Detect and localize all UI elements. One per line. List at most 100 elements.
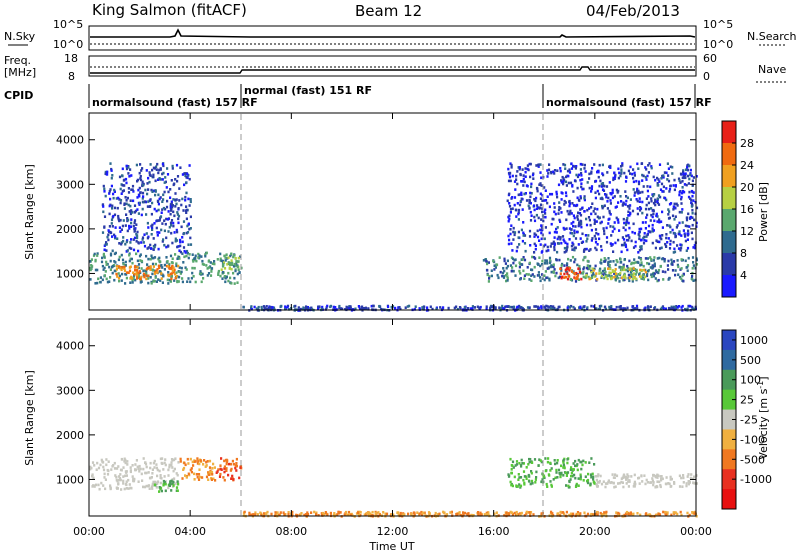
velocity-cell <box>179 460 182 463</box>
power-cell <box>180 266 183 270</box>
velocity-cell <box>503 514 506 517</box>
power-cell <box>669 239 672 243</box>
power-cell <box>510 224 513 227</box>
power-cell <box>154 189 157 192</box>
velocity-cell <box>256 513 259 516</box>
velocity-cell <box>646 481 649 484</box>
velocity-cell <box>287 511 290 514</box>
nave-tick-bottom: 0 <box>703 70 710 83</box>
power-cell <box>233 276 236 280</box>
power-cell <box>188 204 191 207</box>
power-cell <box>110 167 113 171</box>
velocity-cell <box>113 461 116 465</box>
power-cell <box>632 261 635 265</box>
power-cell <box>217 269 220 273</box>
power-colorbar-tick: 8 <box>740 247 747 260</box>
power-cell <box>237 260 240 263</box>
power-cell <box>635 270 638 274</box>
power-cell <box>652 274 656 278</box>
power-cell <box>147 200 150 203</box>
freq-label-line2: [MHz] <box>4 66 36 79</box>
power-cell <box>186 280 189 283</box>
power-cell <box>660 177 663 180</box>
power-cell <box>138 203 141 206</box>
velocity-cell <box>208 470 211 474</box>
power-cell <box>572 243 575 246</box>
power-cell <box>676 224 679 227</box>
power-cell <box>553 230 556 234</box>
power-cell <box>101 264 104 268</box>
power-cell <box>138 194 141 198</box>
power-cell <box>124 242 127 246</box>
velocity-cell <box>659 475 662 478</box>
power-cell <box>103 248 106 252</box>
power-cell <box>692 264 695 267</box>
velocity-cell <box>147 471 150 474</box>
power-cell <box>622 307 625 311</box>
power-cell <box>671 261 674 264</box>
power-cell <box>140 213 143 217</box>
velocity-cell <box>170 461 173 464</box>
power-cell <box>220 268 223 271</box>
velocity-cell <box>153 466 156 469</box>
velocity-cell <box>150 476 153 479</box>
power-cell <box>463 308 466 311</box>
velocity-cell <box>566 471 570 474</box>
power-cell <box>667 167 670 170</box>
power-cell <box>523 180 526 184</box>
power-cell <box>318 305 321 308</box>
power-cell <box>181 280 184 284</box>
power-cell <box>553 210 556 214</box>
power-cell <box>526 164 529 167</box>
power-cell <box>685 216 688 220</box>
power-cell <box>119 199 123 202</box>
power-cell <box>531 268 534 272</box>
power-cell <box>170 224 173 227</box>
power-cell <box>550 264 553 267</box>
velocity-cell <box>515 510 518 514</box>
power-cell <box>563 228 566 231</box>
velocity-cell <box>629 511 632 514</box>
velocity-cell <box>591 513 594 516</box>
power-cell <box>164 207 167 211</box>
power-cell <box>533 219 537 223</box>
velocity-cell <box>428 512 431 515</box>
power-cell <box>141 180 144 184</box>
velocity-cell <box>164 458 167 461</box>
power-cell <box>579 237 582 240</box>
power-cell <box>128 259 131 263</box>
velocity-cell <box>96 461 99 465</box>
velocity-cell <box>604 485 607 489</box>
power-cell <box>572 204 576 207</box>
velocity-cell <box>627 512 630 516</box>
power-cell <box>162 274 165 278</box>
power-cell <box>590 187 593 191</box>
power-cell <box>506 264 509 268</box>
power-cell <box>579 162 582 166</box>
power-cell <box>176 257 179 260</box>
power-cell <box>607 263 610 267</box>
velocity-cell <box>509 510 512 514</box>
velocity-cell <box>111 465 114 468</box>
power-cell <box>142 274 145 277</box>
power-cell <box>217 273 220 276</box>
power-cell <box>226 263 229 266</box>
velocity-cell <box>614 485 617 488</box>
power-cell <box>134 272 138 276</box>
velocity-cell <box>332 513 336 517</box>
power-cell <box>517 230 520 234</box>
power-cell <box>237 256 240 260</box>
velocity-cell <box>639 513 642 517</box>
power-cell <box>549 265 552 269</box>
power-cell <box>576 215 579 219</box>
velocity-cell <box>644 482 647 486</box>
power-cell <box>539 264 542 268</box>
velocity-cell <box>109 484 112 487</box>
power-cell <box>119 230 122 233</box>
velocity-ytick-label: 1000 <box>56 473 84 486</box>
power-cell <box>560 269 563 272</box>
power-cell <box>586 264 589 267</box>
power-cell <box>576 175 580 179</box>
power-cell <box>519 199 523 203</box>
date-title: 04/Feb/2013 <box>586 2 680 20</box>
